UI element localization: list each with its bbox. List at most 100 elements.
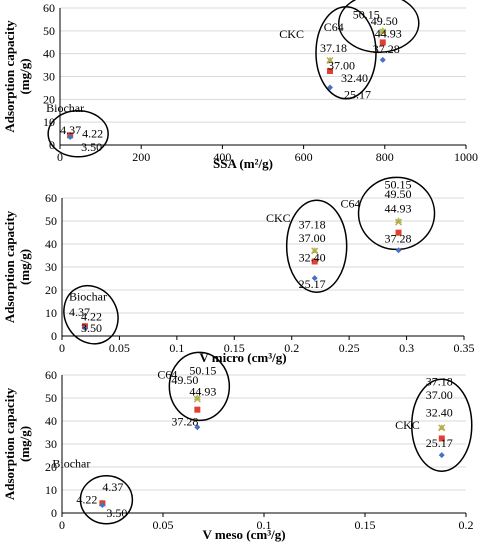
data-point xyxy=(194,406,201,413)
x-tick-label: 800 xyxy=(376,150,394,164)
x-tick-label: 0.25 xyxy=(339,341,360,355)
y-axis-title-line: Adsorption capacity xyxy=(2,387,17,500)
group-ellipse xyxy=(338,0,420,53)
group-ellipse xyxy=(79,474,134,525)
group-label: C64 xyxy=(157,367,177,381)
group-label: CKC xyxy=(279,27,304,41)
data-label: 4.22 xyxy=(81,309,102,323)
data-point xyxy=(379,26,387,33)
data-label: 37.28 xyxy=(373,42,400,56)
group-ellipse xyxy=(168,351,231,422)
group-label: C64 xyxy=(324,20,344,34)
data-label: 4.37 xyxy=(60,123,81,137)
y-tick-label: 0 xyxy=(51,506,57,520)
y-tick-label: 30 xyxy=(45,437,57,451)
group-label: C64 xyxy=(341,196,361,210)
data-label: 4.37 xyxy=(69,305,90,319)
data-point xyxy=(395,247,402,254)
chart-panel-2: 0 10 20 30 40 50 60 0 0.05 0.1 0.15 0.2 0.25 0.3 0.35 V… xyxy=(2,176,475,365)
group-label: CKC xyxy=(266,211,291,225)
data-label: 32.40 xyxy=(341,71,368,85)
group-label: Biochar xyxy=(69,290,107,304)
data-label: 3.50 xyxy=(106,506,127,520)
data-point xyxy=(379,28,387,36)
y-axis-title: Adsorption capacity(mg/g) xyxy=(2,387,32,500)
data-point xyxy=(67,134,74,141)
x-tick-label: 0.1 xyxy=(169,341,184,355)
x-tick-label: 0.35 xyxy=(454,341,475,355)
data-label: 50.15 xyxy=(353,7,380,21)
y-tick-label: 10 xyxy=(45,483,57,497)
group-ellipse xyxy=(285,199,348,293)
data-label: 37.00 xyxy=(299,231,326,245)
data-point xyxy=(99,501,106,508)
x-tick-label: 0 xyxy=(59,341,65,355)
data-point xyxy=(81,324,88,331)
y-tick-label: 10 xyxy=(45,306,57,320)
x-tick-label: 400 xyxy=(213,150,231,164)
y-tick-label: 30 xyxy=(43,70,55,84)
data-point xyxy=(326,68,333,75)
y-axis-title-line: Adsorption capacity xyxy=(2,210,17,323)
y-tick-label: 20 xyxy=(45,283,57,297)
data-point xyxy=(395,218,403,226)
y-tick-label: 20 xyxy=(43,92,55,106)
data-point xyxy=(379,39,386,46)
chart-panel-3: 0 10 20 30 40 50 60 0 0.05 0.1 0.15 0.2 V meso (cm³/… xyxy=(2,351,474,542)
data-point xyxy=(193,394,201,401)
data-point xyxy=(395,217,403,224)
data-label: 25.17 xyxy=(344,88,371,102)
data-label: 4.37 xyxy=(102,480,123,494)
y-axis-title-line: (mg/g) xyxy=(17,426,32,462)
y-tick-label: 50 xyxy=(45,391,57,405)
data-label: 49.50 xyxy=(171,373,198,387)
data-label: 50.15 xyxy=(189,364,216,378)
data-label: 49.50 xyxy=(371,14,398,28)
group-ellipse xyxy=(411,378,473,472)
data-label: 50.15 xyxy=(385,178,412,192)
group-ellipse xyxy=(47,110,109,158)
data-point xyxy=(326,57,334,65)
data-label: 4.22 xyxy=(76,492,97,506)
data-point xyxy=(311,247,319,255)
x-tick-label: 0 xyxy=(57,150,63,164)
x-axis-title: V meso (cm³/g) xyxy=(202,527,285,542)
x-tick-label: 0.3 xyxy=(399,341,414,355)
y-tick-label: 50 xyxy=(43,24,55,38)
x-tick-label: 200 xyxy=(132,150,150,164)
data-label: 37.18 xyxy=(426,374,453,388)
y-tick-label: 0 xyxy=(51,329,57,343)
y-tick-label: 60 xyxy=(45,368,57,382)
x-tick-label: 0.15 xyxy=(224,341,245,355)
x-tick-label: 0.05 xyxy=(109,341,130,355)
data-point xyxy=(311,275,318,282)
data-label: 44.93 xyxy=(385,202,412,216)
x-tick-label: 600 xyxy=(295,150,313,164)
data-point xyxy=(194,424,201,431)
data-label: 44.93 xyxy=(189,385,216,399)
x-axis-title: V micro (cm³/g) xyxy=(199,350,286,365)
y-axis-title-line: Adsorption capacity xyxy=(2,20,17,133)
x-tick-label: 0.05 xyxy=(153,518,174,532)
group-label: Biochar xyxy=(52,457,90,471)
x-tick-label: 0.2 xyxy=(284,341,299,355)
data-label: 3.50 xyxy=(81,321,102,335)
y-tick-label: 40 xyxy=(43,47,55,61)
y-tick-label: 30 xyxy=(45,260,57,274)
x-tick-label: 0 xyxy=(59,518,65,532)
group-label: Biochar xyxy=(46,101,84,115)
y-tick-label: 40 xyxy=(45,414,57,428)
y-tick-label: 50 xyxy=(45,214,57,228)
data-label: 49.50 xyxy=(385,187,412,201)
data-point xyxy=(395,229,402,236)
x-tick-label: 0.15 xyxy=(355,518,376,532)
y-tick-label: 10 xyxy=(43,115,55,129)
y-axis-title: Adsorption capacity(mg/g) xyxy=(2,210,32,323)
data-label: 37.28 xyxy=(385,231,412,245)
data-point xyxy=(438,435,445,442)
y-axis-title-line: (mg/g) xyxy=(17,249,32,285)
y-tick-label: 20 xyxy=(45,460,57,474)
